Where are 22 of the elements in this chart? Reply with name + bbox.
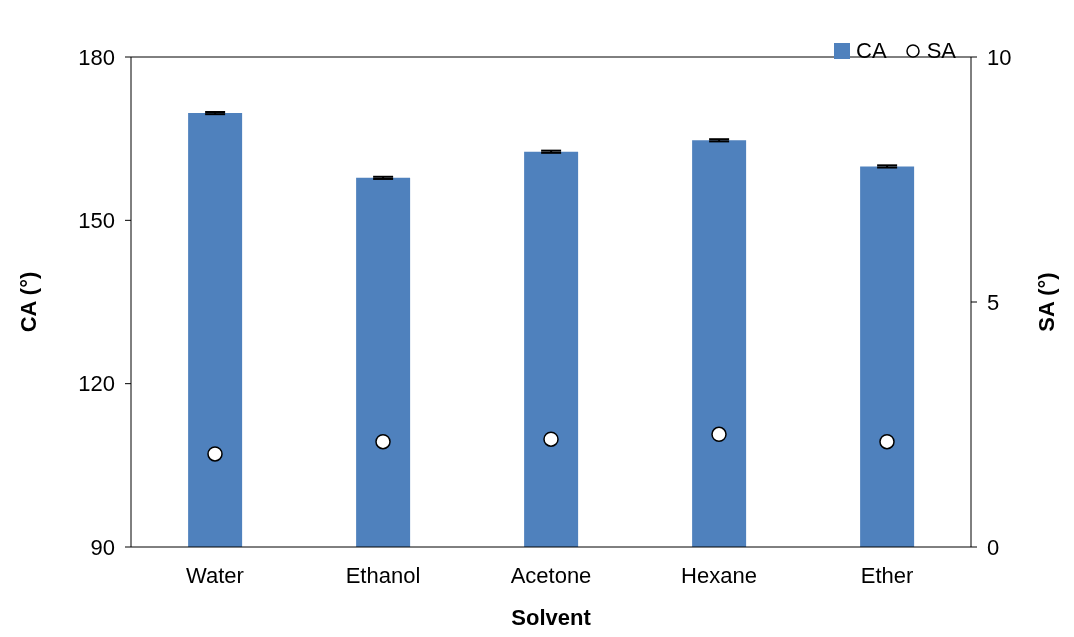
x-tick-label: Ether	[860, 562, 914, 588]
y2-tick-label: 5	[987, 289, 1000, 315]
point	[879, 433, 895, 450]
legend-label: SA	[926, 38, 956, 64]
x-tick-label: Hexane	[681, 562, 757, 588]
x-tick-label: Ethanol	[345, 562, 421, 588]
y2-axis-title: SA (°)	[1033, 272, 1059, 332]
point	[375, 433, 391, 450]
point	[543, 431, 559, 447]
point	[711, 426, 727, 443]
legend-label: CA	[856, 38, 887, 64]
y-tick-label: 150	[78, 208, 115, 234]
y-tick-label: 180	[78, 44, 115, 70]
x-tick-label: Water	[186, 562, 244, 588]
y-axis-title: CA (°)	[15, 271, 41, 333]
x-axis-title: Solvent	[511, 605, 592, 630]
x-tick-label: Acetone	[510, 562, 592, 588]
y-tick-label: 90	[90, 534, 115, 560]
point	[207, 446, 223, 462]
y2-tick-label: 10	[987, 44, 1012, 70]
y2-tick-label: 0	[987, 534, 1000, 560]
y-tick-label: 120	[78, 371, 115, 397]
